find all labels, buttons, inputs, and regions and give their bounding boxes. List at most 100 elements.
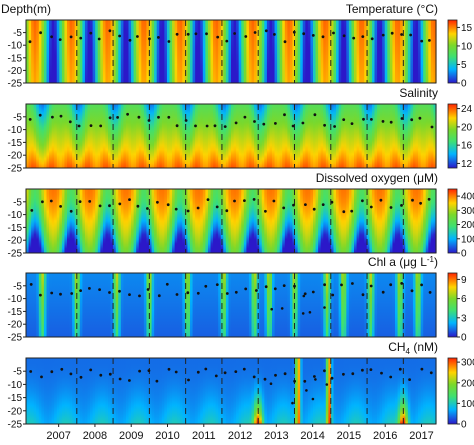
heatmap-column xyxy=(166,104,171,168)
heatmap-column xyxy=(115,20,119,83)
heatmap-column xyxy=(113,104,117,168)
heatmap-column xyxy=(302,104,306,168)
heatmap-column xyxy=(102,20,107,83)
heatmap-column xyxy=(187,273,191,337)
sampling-point xyxy=(264,209,267,213)
sampling-point xyxy=(234,290,238,294)
heatmap-column xyxy=(384,273,388,337)
y-tick-label: -10 xyxy=(8,125,23,136)
heatmap-column xyxy=(197,104,201,168)
heatmap-column xyxy=(359,20,363,83)
heatmap-column xyxy=(141,273,145,337)
sampling-point xyxy=(390,31,394,35)
heatmap-column xyxy=(138,358,142,424)
sampling-point xyxy=(351,372,355,376)
sampling-point xyxy=(369,205,373,209)
heatmap-column xyxy=(341,189,345,253)
heatmap-column xyxy=(192,358,196,424)
heatmap-column xyxy=(136,358,140,424)
heatmap-column xyxy=(31,20,35,83)
heatmap-column xyxy=(382,358,386,424)
heatmap-column xyxy=(210,358,214,424)
heatmap-column xyxy=(113,273,117,337)
heatmap-column xyxy=(90,273,94,337)
heatmap-column xyxy=(174,20,178,83)
panel-title: Salinity xyxy=(399,86,438,100)
colorbar-tick-label: 12 xyxy=(461,159,473,170)
heatmap-column xyxy=(320,189,324,253)
heatmap-column xyxy=(90,20,94,83)
x-tick-label: 2016 xyxy=(373,430,397,442)
heatmap-column xyxy=(149,104,153,168)
sampling-point xyxy=(429,371,433,375)
heatmap-column xyxy=(77,273,81,337)
heatmap-column xyxy=(123,189,127,253)
heatmap-column xyxy=(351,189,355,253)
heatmap-column xyxy=(59,20,63,83)
colorbar-gradient xyxy=(447,103,458,169)
heatmap-column xyxy=(79,273,83,337)
heatmap-column xyxy=(205,104,209,168)
sampling-point xyxy=(350,209,354,213)
sampling-point xyxy=(244,35,248,38)
heatmap-column xyxy=(69,104,73,168)
heatmap-column xyxy=(379,358,383,424)
sampling-point xyxy=(361,293,365,297)
x-tick-label: 2013 xyxy=(264,430,288,442)
heatmap-column xyxy=(269,20,273,83)
heatmap-column xyxy=(210,189,214,253)
heatmap-column xyxy=(113,189,117,253)
heatmap-column xyxy=(54,273,58,337)
heatmap-column xyxy=(67,358,71,424)
heatmap-column xyxy=(59,358,63,424)
heatmap-column xyxy=(282,273,286,337)
sampling-point xyxy=(204,367,208,371)
heatmap-column xyxy=(123,358,127,424)
sampling-point xyxy=(186,291,190,295)
sampling-point xyxy=(89,124,93,127)
heatmap-column xyxy=(164,358,168,424)
heatmap-column xyxy=(277,20,281,83)
heatmap-column xyxy=(74,358,78,424)
heatmap-column xyxy=(259,20,263,83)
heatmap-column xyxy=(64,20,68,83)
heatmap-column xyxy=(420,189,424,253)
sampling-point xyxy=(323,306,326,309)
heatmap-column xyxy=(302,189,306,253)
heatmap-column xyxy=(284,189,288,253)
heatmap-column xyxy=(330,358,335,424)
panel-frame xyxy=(25,19,437,84)
heatmap-column xyxy=(420,20,424,83)
heatmap-column xyxy=(210,104,214,168)
heatmap-column xyxy=(149,358,153,424)
heatmap-column xyxy=(223,358,227,424)
panel-title: Temperature (°C) xyxy=(346,2,438,16)
heatmap-column xyxy=(246,189,250,253)
heatmap-column xyxy=(72,358,76,424)
sampling-point xyxy=(370,37,374,41)
heatmap-column xyxy=(202,273,206,337)
heatmap-column xyxy=(348,273,353,337)
heatmap-column xyxy=(343,358,347,424)
heatmap-column xyxy=(26,273,30,337)
heatmap-column xyxy=(90,104,94,168)
heatmap-column xyxy=(90,189,94,253)
heatmap-column xyxy=(333,189,337,253)
heatmap-column xyxy=(110,189,114,253)
heatmap-column xyxy=(97,20,101,83)
heatmap-column xyxy=(418,273,422,337)
heatmap-column xyxy=(374,273,378,337)
heatmap-column xyxy=(123,273,127,337)
heatmap-column xyxy=(279,358,283,424)
heatmap-column xyxy=(412,189,417,253)
heatmap-column xyxy=(259,189,263,253)
heatmap-column xyxy=(169,273,173,337)
sampling-point xyxy=(428,39,431,42)
sampling-point xyxy=(420,39,424,43)
heatmap-column xyxy=(361,20,365,83)
heatmap-column xyxy=(310,189,314,253)
heatmap-column xyxy=(397,273,401,337)
heatmap-column xyxy=(289,104,294,168)
heatmap-column xyxy=(128,20,132,83)
heatmap-column xyxy=(348,189,353,253)
